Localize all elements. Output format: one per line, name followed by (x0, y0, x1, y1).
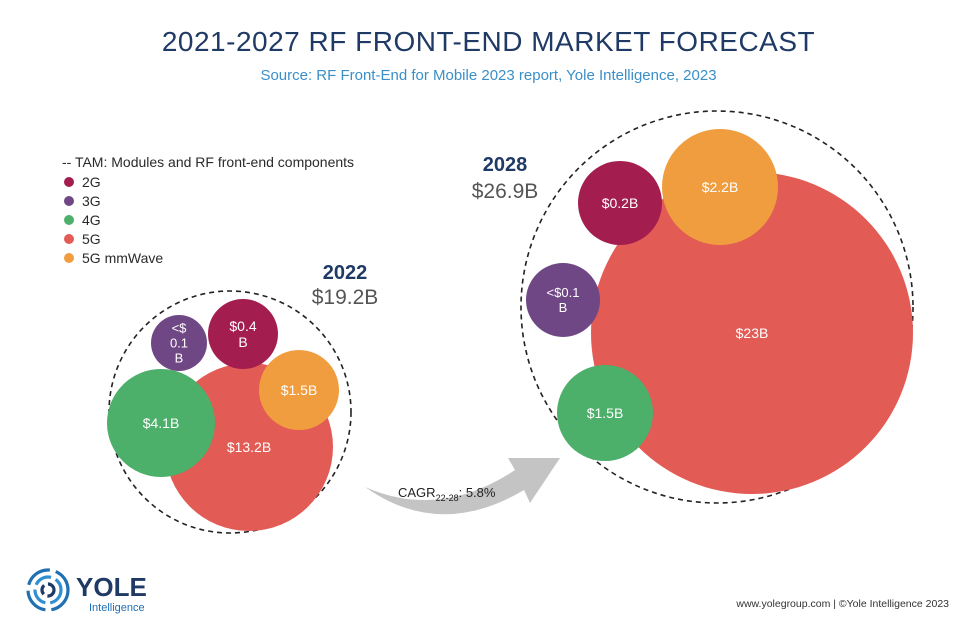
bubble-2028-5g (591, 172, 913, 494)
legend-label: 5G mmWave (82, 249, 164, 266)
bubble-2028-5g-mmwave (662, 129, 778, 245)
bubble-label: $13.2B (227, 439, 271, 455)
legend-marker (64, 233, 74, 244)
yole-logo: YOLE Intelligence (24, 566, 174, 623)
bubble-2022-5g-mmwave (259, 350, 339, 430)
legend-marker (64, 252, 74, 263)
legend-label: 3G (82, 192, 101, 209)
legend-label: 2G (82, 173, 101, 190)
bubble-label: $0.4 B (229, 318, 256, 350)
legend-marker (64, 195, 74, 206)
year-label-2022: 2022 (323, 262, 368, 284)
bubble-2028-3g (526, 263, 600, 337)
legend-marker (64, 214, 74, 225)
legend-item-4g: 4G (62, 210, 354, 229)
legend-item-2g: 2G (62, 172, 354, 191)
bubble-2022-2g (208, 299, 278, 369)
bubble-label: $2.2B (702, 179, 739, 195)
tam-envelope-2028 (520, 110, 914, 504)
bubble-label: $23B (736, 325, 769, 341)
legend-marker (64, 176, 74, 187)
cagr-label: CAGR22-28: 5.8% (398, 485, 496, 503)
legend-label: 5G (82, 230, 101, 247)
legend-item-5g: 5G (62, 229, 354, 248)
bubble-label: $4.1B (143, 415, 180, 431)
total-label-2028: $26.9B (472, 180, 539, 203)
bubble-2028-4g (557, 365, 653, 461)
cagr-arrow (365, 458, 560, 515)
logo-name: YOLE (76, 572, 147, 602)
bubble-2022-4g (107, 369, 215, 477)
chart-title: 2021-2027 RF FRONT-END MARKET FORECAST (161, 26, 816, 57)
legend-tam-label: -- TAM: Modules and RF front-end compone… (62, 154, 355, 170)
bubble-2028-2g (578, 161, 662, 245)
legend-item-3g: 3G (62, 191, 354, 210)
bubble-label: $1.5B (281, 382, 318, 398)
legend-item-5g-mmwave: 5G mmWave (62, 248, 354, 267)
bubble-label: $1.5B (587, 405, 624, 421)
total-label-2022: $19.2B (312, 286, 379, 309)
bubble-label: $0.2B (602, 195, 639, 211)
bubble-2022-3g (151, 315, 207, 371)
logo-tagline: Intelligence (89, 602, 145, 614)
logo-mark: YOLE Intelligence (26, 568, 147, 614)
footer: www.yolegroup.com | ©Yole Intelligence 2… (736, 598, 949, 610)
legend-tam: -- TAM: Modules and RF front-end compone… (62, 152, 354, 172)
legend: -- TAM: Modules and RF front-end compone… (62, 152, 354, 267)
legend-label: 4G (82, 211, 101, 228)
chart-subtitle: Source: RF Front-End for Mobile 2023 rep… (260, 67, 717, 84)
year-label-2028: 2028 (483, 154, 528, 176)
